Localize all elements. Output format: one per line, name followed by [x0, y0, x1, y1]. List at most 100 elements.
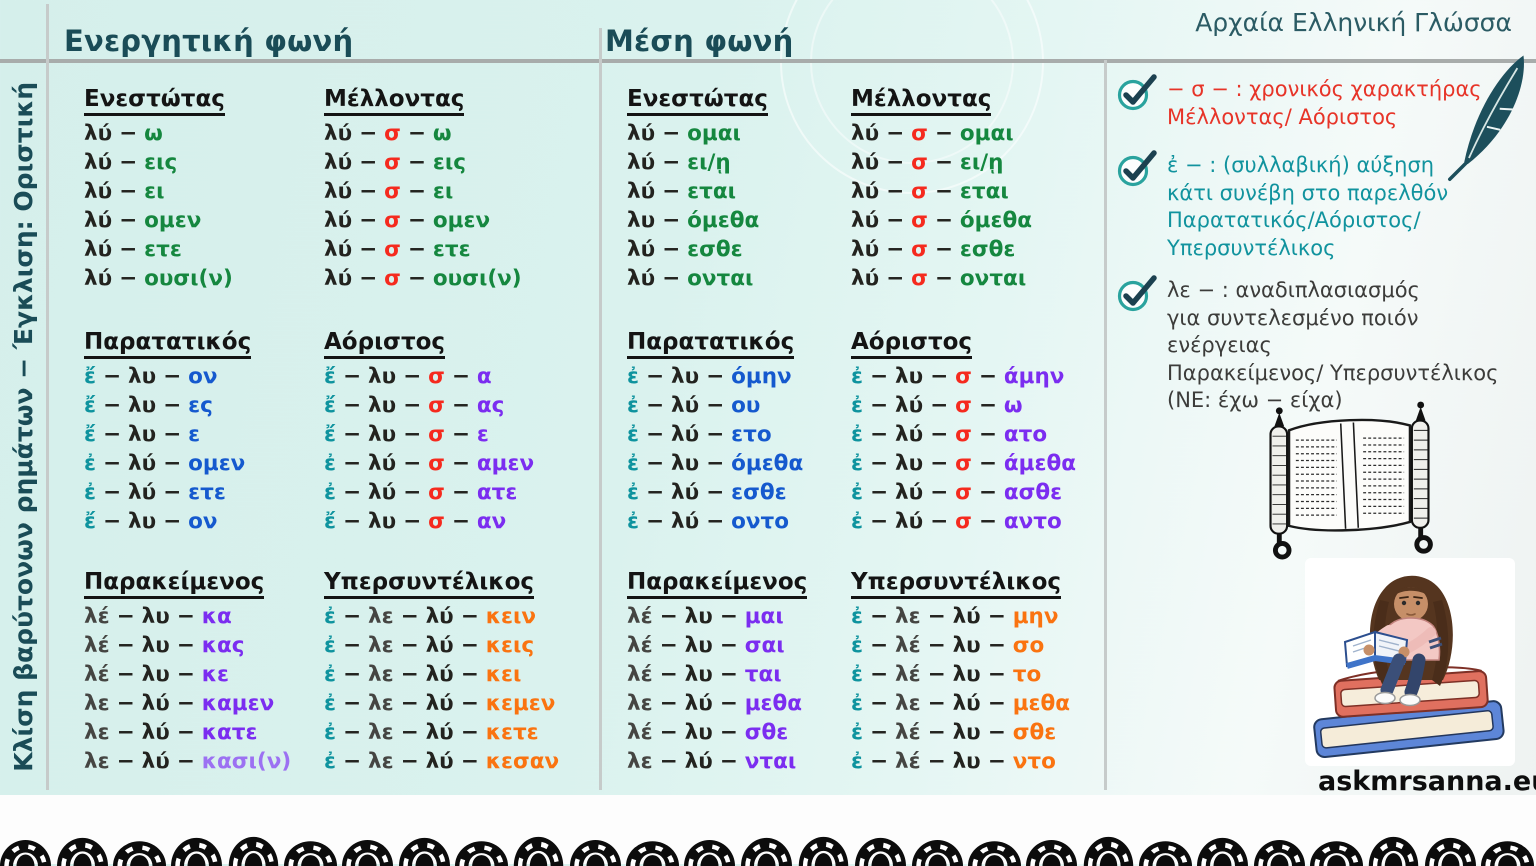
tense-title: Παρακείμενος: [627, 569, 808, 599]
verb-form-row: λύ − ει/ῃ: [627, 150, 849, 179]
morpheme-aug: ἔ: [84, 422, 96, 447]
morpheme-orange: σο: [1012, 633, 1045, 658]
verb-form-row: λύ − σ − ει/ῃ: [851, 150, 1103, 179]
morpheme-green: ονται: [959, 266, 1027, 291]
morpheme-separator: −: [987, 720, 1006, 745]
morpheme-stem: λύ: [324, 266, 353, 291]
morpheme-redup: λε: [367, 633, 394, 658]
morpheme-redup: λε: [367, 604, 394, 629]
verb-form-row: ἐ − λυ − όμην: [627, 364, 849, 393]
morpheme-separator: −: [662, 266, 681, 291]
tense-block: Μέλλοντας λύ − σ − ω λύ − σ − εις λύ − σ − ει λύ − σ − ομεν λ…: [324, 86, 582, 295]
morpheme-separator: −: [460, 691, 479, 716]
note-line: λε − : αναδιπλασιασμός: [1167, 278, 1420, 302]
morpheme-redup: λέ: [84, 662, 110, 687]
verb-form-row: ἐ − λε − λύ − κετε: [324, 720, 582, 749]
morpheme-stem: λύ: [84, 179, 113, 204]
arch-icon: [1026, 840, 1077, 866]
morpheme-stem: λύ: [425, 691, 454, 716]
note-line: − σ − : χρονικός χαρακτήρας: [1167, 77, 1482, 101]
morpheme-separator: −: [930, 451, 949, 476]
morpheme-separator: −: [659, 633, 678, 658]
morpheme-separator: −: [116, 633, 135, 658]
morpheme-stem: λύ: [324, 237, 353, 262]
verb-form-row: λύ − εσθε: [627, 237, 849, 266]
verb-form-row: ἔ − λυ − ον: [84, 364, 322, 393]
arch-pattern: [0, 814, 1536, 866]
arch-icon: [798, 836, 849, 866]
morpheme-purple: ατε: [476, 480, 518, 505]
morpheme-separator: −: [978, 451, 997, 476]
morpheme-stem: λύ: [141, 691, 170, 716]
arch-icon: [1138, 841, 1193, 866]
morpheme-separator: −: [176, 691, 195, 716]
morpheme-stem: λύ: [425, 662, 454, 687]
verb-form-row: λύ − σ − ω: [324, 121, 582, 150]
morpheme-aug: ἐ: [851, 720, 863, 745]
verb-form-row: λύ − σ − ομαι: [851, 121, 1103, 150]
morpheme-purple: μεθα: [744, 691, 803, 716]
tense-block: Παρατατικός ἔ − λυ − ον ἔ − λυ − ες ἔ − λυ − ε ἐ − λύ − ομεν…: [84, 329, 322, 538]
morpheme-stem: λύ: [141, 720, 170, 745]
morpheme-separator: −: [706, 393, 725, 418]
morpheme-separator: −: [342, 480, 361, 505]
morpheme-separator: −: [359, 179, 378, 204]
morpheme-separator: −: [102, 480, 121, 505]
morpheme-purple: κε: [201, 662, 229, 687]
morpheme-stem: λυ: [952, 720, 981, 745]
morpheme-separator: −: [163, 451, 182, 476]
verb-form-row: λύ − ω: [84, 121, 322, 150]
morpheme-separator: −: [460, 604, 479, 629]
morpheme-separator: −: [342, 691, 361, 716]
verb-form-row: λε − λύ − καμεν: [84, 691, 322, 720]
verb-form-row: ἐ − λύ − σ − ω: [851, 393, 1103, 422]
morpheme-green: ει/ῃ: [959, 150, 1004, 175]
morpheme-aug: ἐ: [627, 451, 639, 476]
morpheme-separator: −: [400, 633, 419, 658]
morpheme-stem: λυ: [141, 604, 170, 629]
verb-form-row: λε − λύ − κατε: [84, 720, 322, 749]
morpheme-purple: άμην: [1003, 364, 1065, 389]
morpheme-redup: λε: [367, 691, 394, 716]
morpheme-sigma: σ: [955, 364, 972, 389]
sidebar-title-text: Κλίση βαρύτονων ρημάτων − Έγκλιση: Οριστ…: [8, 82, 38, 772]
morpheme-separator: −: [886, 150, 905, 175]
tense-title: Μέλλοντας: [851, 86, 992, 116]
morpheme-aug: ἐ: [851, 480, 863, 505]
morpheme-separator: −: [116, 749, 135, 774]
morpheme-stem: λυ: [141, 662, 170, 687]
morpheme-separator: −: [451, 393, 470, 418]
morpheme-separator: −: [116, 662, 135, 687]
morpheme-stem: λυ: [367, 422, 397, 447]
morpheme-separator: −: [403, 480, 422, 505]
morpheme-blue: όμην: [731, 364, 792, 389]
arch-icon: [1368, 836, 1419, 866]
morpheme-sigma: σ: [428, 364, 445, 389]
morpheme-separator: −: [460, 720, 479, 745]
morpheme-sigma: σ: [955, 422, 972, 447]
tense-title: Ενεστώτας: [627, 86, 768, 116]
morpheme-stem: λύ: [851, 237, 880, 262]
verb-form-row: λε − λύ − νται: [627, 749, 849, 778]
morpheme-separator: −: [116, 604, 135, 629]
active-voice-column-1: Ενεστώτας λύ − ω λύ − εις λύ − ει λύ − ομεν λύ − ετε λύ −…: [84, 86, 322, 778]
morpheme-stem: λυ: [684, 720, 713, 745]
morpheme-separator: −: [460, 662, 479, 687]
morpheme-separator: −: [869, 662, 888, 687]
morpheme-separator: −: [978, 422, 997, 447]
note-line: Παρατατικός/Αόριστος/: [1167, 208, 1421, 232]
note-line: Μέλλοντας/ Αόριστος: [1167, 104, 1398, 129]
verb-form-row: λέ − λυ − μαι: [627, 604, 849, 633]
verb-form-row: λύ − ουσι(ν): [84, 266, 322, 295]
morpheme-separator: −: [451, 480, 470, 505]
morpheme-separator: −: [934, 150, 953, 175]
morpheme-orange: μην: [1012, 604, 1059, 629]
morpheme-green: ετε: [144, 237, 182, 262]
verb-form-row: λύ − σ − ονται: [851, 266, 1103, 295]
morpheme-separator: −: [978, 393, 997, 418]
morpheme-separator: −: [987, 749, 1006, 774]
morpheme-stem: λύ: [851, 121, 880, 146]
morpheme-sigma: σ: [384, 208, 401, 233]
morpheme-sigma: σ: [428, 509, 445, 534]
morpheme-separator: −: [342, 393, 361, 418]
